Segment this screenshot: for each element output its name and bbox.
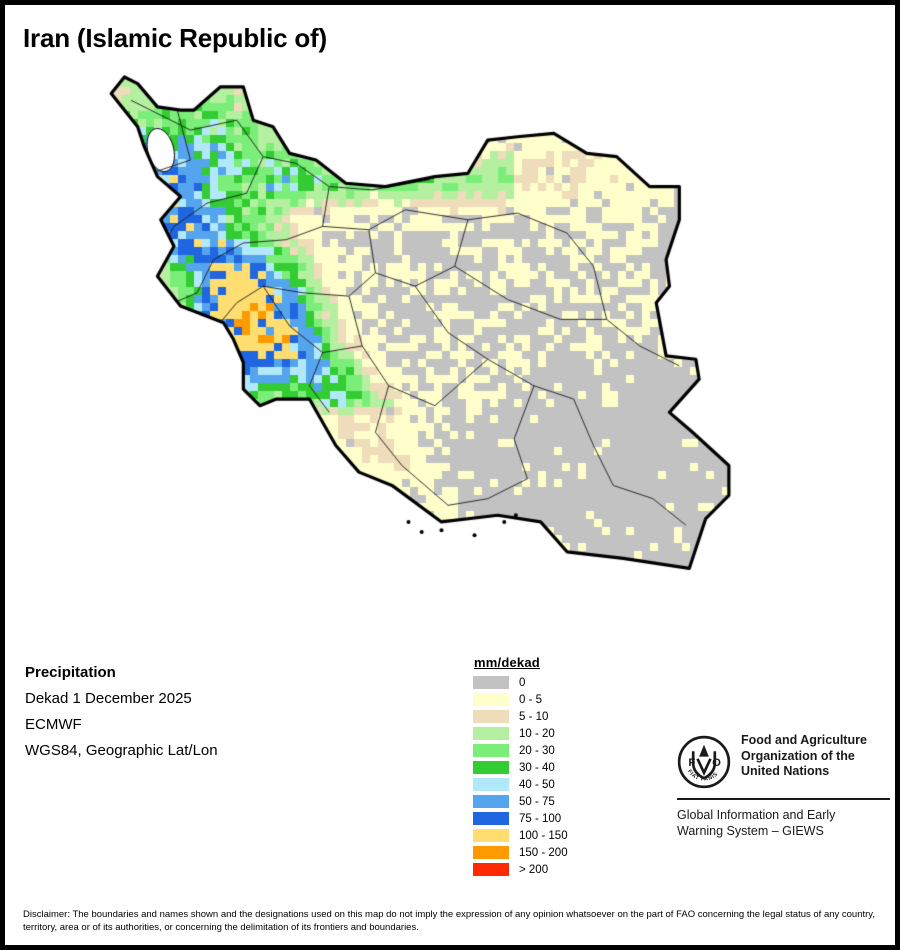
giews-programme-name: Global Information and Early Warning Syst… [677,808,836,838]
legend-label: 20 - 30 [519,744,555,757]
legend-swatch [473,744,509,757]
legend-row: > 200 [473,861,613,878]
legend-label: > 200 [519,863,549,876]
legend-label: 0 - 5 [519,693,543,706]
legend-row: 10 - 20 [473,725,613,742]
info-projection: WGS84, Geographic Lat/Lon [25,742,218,759]
legend-label: 30 - 40 [519,761,555,774]
legend-swatch [473,795,509,808]
fao-logo: F O FIAT PANIS [677,735,731,789]
legend-label: 0 [519,676,526,689]
legend-row: 0 [473,674,613,691]
legend-swatch [473,710,509,723]
map-legend: mm/dekad 0 0 - 5 5 - 10 10 - 20 20 - 30 30 - … [473,655,613,878]
legend-row: 20 - 30 [473,742,613,759]
legend-swatch [473,693,509,706]
legend-swatch [473,846,509,859]
legend-label: 40 - 50 [519,778,555,791]
info-source: ECMWF [25,716,82,733]
map-info-block: Precipitation Dekad 1 December 2025 ECMW… [25,660,425,764]
legend-rows: 0 0 - 5 5 - 10 10 - 20 20 - 30 30 - 40 40 - 50… [473,674,613,878]
svg-text:O: O [712,757,721,769]
legend-row: 150 - 200 [473,844,613,861]
legend-swatch [473,676,509,689]
legend-row: 0 - 5 [473,691,613,708]
legend-swatch [473,829,509,842]
legend-row: 100 - 150 [473,827,613,844]
fao-divider [677,798,890,800]
legend-label: 75 - 100 [519,812,562,825]
legend-label: 150 - 200 [519,846,568,859]
page-title: Iran (Islamic Republic of) [23,23,327,53]
legend-swatch [473,812,509,825]
svg-text:F: F [688,757,695,769]
legend-label: 5 - 10 [519,710,549,723]
precipitation-raster-canvas [10,65,895,625]
fao-branding: F O FIAT PANIS Food and Agriculture Organ… [677,733,892,839]
legend-label: 50 - 75 [519,795,555,808]
legend-label: 100 - 150 [519,829,568,842]
legend-row: 5 - 10 [473,708,613,725]
info-heading: Precipitation [25,664,116,681]
legend-row: 50 - 75 [473,793,613,810]
legend-row: 30 - 40 [473,759,613,776]
info-period: Dekad 1 December 2025 [25,690,192,707]
fao-organization-name: Food and Agriculture Organization of the U… [741,733,867,778]
legend-label: 10 - 20 [519,727,555,740]
legend-swatch [473,778,509,791]
legend-title: mm/dekad [474,655,540,670]
legend-row: 40 - 50 [473,776,613,793]
legend-swatch [473,727,509,740]
legend-swatch [473,761,509,774]
precipitation-map [10,65,895,625]
legend-swatch [473,863,509,876]
map-disclaimer: Disclaimer: The boundaries and names sho… [23,909,875,933]
legend-row: 75 - 100 [473,810,613,827]
